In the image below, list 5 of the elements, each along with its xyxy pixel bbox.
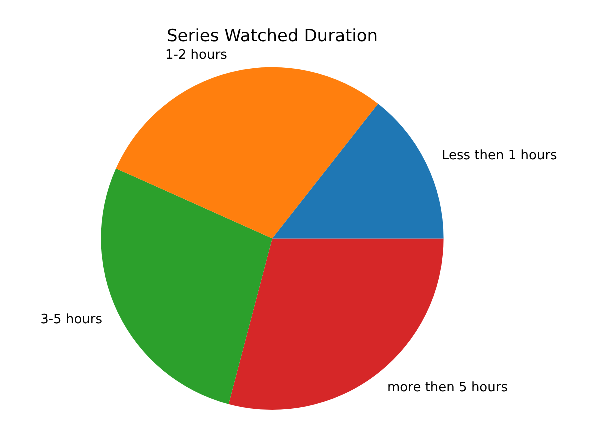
- chart-title: Series Watched Duration: [166, 26, 378, 47]
- slice-label: 3-5 hours: [40, 312, 103, 328]
- slice-label: Less then 1 hours: [442, 148, 558, 164]
- slice-label: 1-2 hours: [165, 48, 228, 64]
- slice-label: more then 5 hours: [388, 380, 508, 396]
